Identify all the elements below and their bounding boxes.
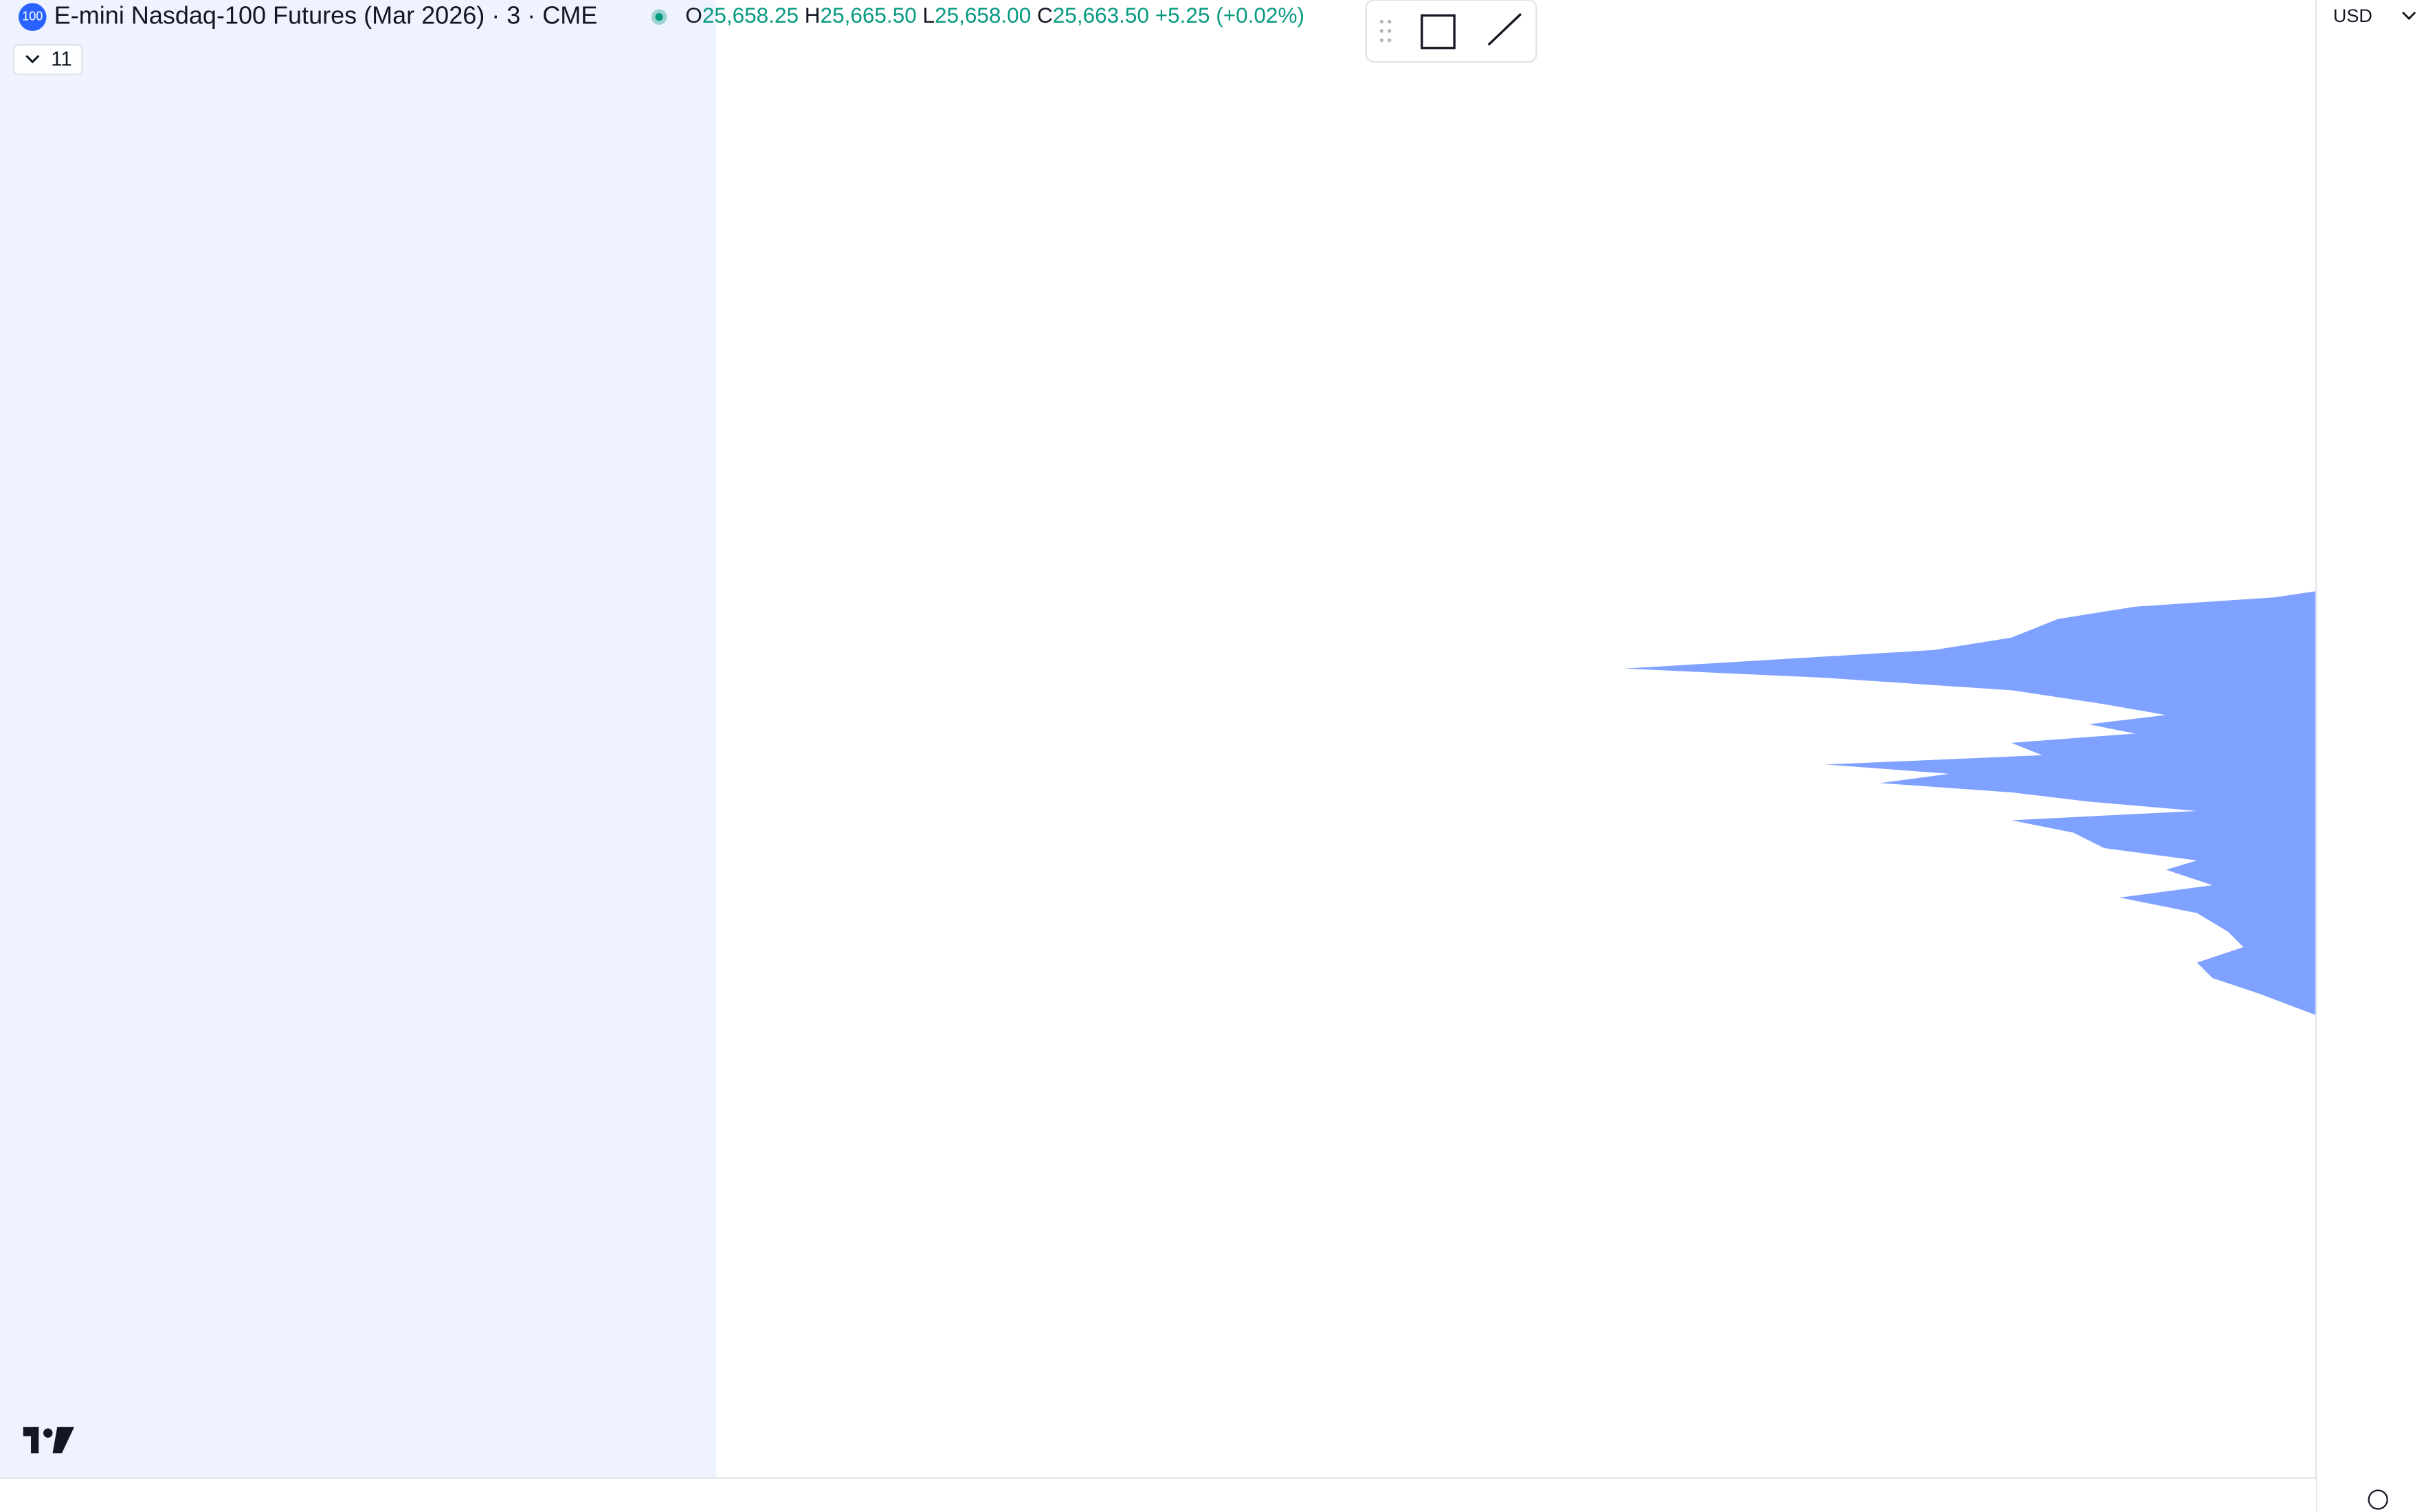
session-shade — [0, 0, 717, 1478]
ohlc: O25,658.25 H25,665.50 L25,658.00 C25,663… — [685, 3, 1304, 27]
currency-chevron — [2402, 11, 2416, 21]
ohlc-key: O — [685, 3, 702, 27]
status-dot — [655, 13, 663, 21]
indicators-toggle[interactable] — [13, 44, 83, 76]
ohlc-key: L — [923, 3, 935, 27]
price-axis-bg — [2317, 0, 2426, 1512]
symbol-badge — [19, 3, 47, 32]
badge-text: 100 — [22, 10, 43, 23]
tv-logo — [23, 1427, 75, 1454]
chevron-icon — [25, 54, 40, 64]
ohlc-key: C — [1037, 3, 1053, 27]
volume-profile — [1624, 591, 2317, 1016]
ohlc-value: 25,665.50 — [821, 3, 917, 27]
ohlc-key: H — [805, 3, 821, 27]
change: +5.25 (+0.02%) — [1155, 3, 1304, 27]
ohlc-value: 25,658.00 — [935, 3, 1031, 27]
trendline-tool[interactable] — [1487, 13, 1522, 46]
symbol-title: E-mini Nasdaq-100 Futures (Mar 2026) · 3… — [54, 1, 598, 29]
ohlc-value: 25,658.25 — [702, 3, 799, 27]
settings-icon[interactable] — [2368, 1489, 2388, 1510]
rectangle-tool[interactable] — [1421, 14, 1456, 49]
indicators-count: 11 — [51, 49, 71, 71]
ohlc-value: 25,663.50 — [1053, 3, 1149, 27]
currency[interactable]: USD — [2333, 5, 2372, 26]
drag-handle[interactable] — [1379, 19, 1392, 43]
drawing-toolbar — [1365, 0, 1537, 63]
time-axis-bg — [0, 1479, 2317, 1512]
toolbar-bg — [1365, 0, 1537, 63]
